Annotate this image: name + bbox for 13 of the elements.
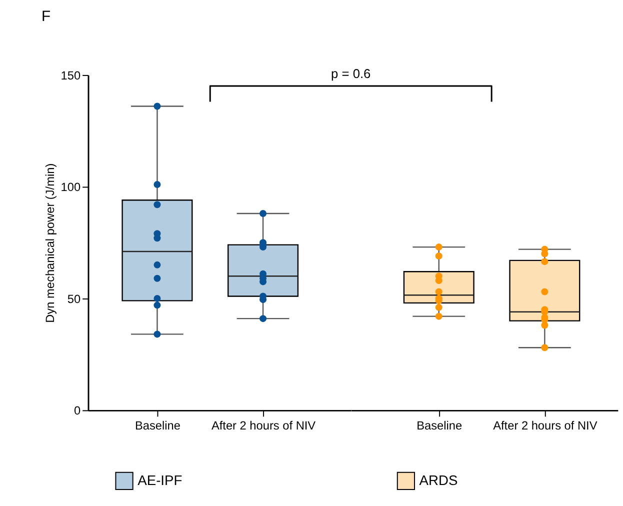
- x-tick-label: Baseline: [416, 418, 463, 432]
- x-tick-label: After 2 hours of NIV: [493, 418, 598, 432]
- y-tick-label: 0: [74, 404, 81, 418]
- x-tick-label: Baseline: [134, 418, 181, 432]
- y-axis-title: Dyn mechanical power (J/min): [42, 163, 57, 323]
- annotation: p = 0.6: [331, 66, 371, 82]
- legend-label: ARDS: [419, 472, 458, 488]
- x-tick-label: After 2 hours of NIV: [211, 418, 316, 432]
- chart-title: F: [42, 8, 51, 25]
- y-tick-label: 50: [67, 292, 81, 306]
- legend-label: AE-IPF: [138, 472, 182, 488]
- y-tick-label: 100: [60, 180, 81, 194]
- y-tick-label: 150: [60, 68, 81, 82]
